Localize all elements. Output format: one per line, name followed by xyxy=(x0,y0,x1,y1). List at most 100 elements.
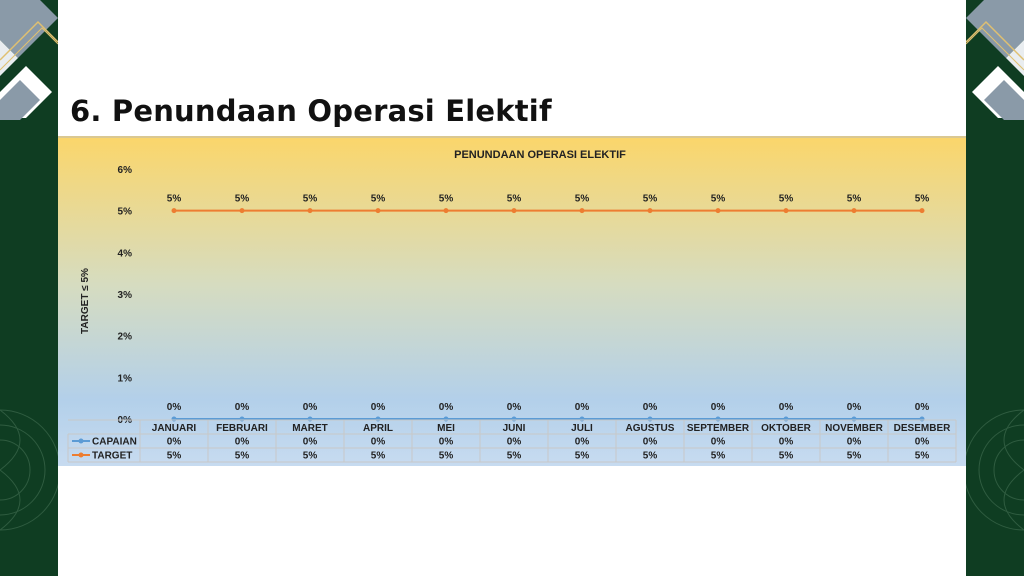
table-cell: 0% xyxy=(643,437,658,448)
line-chart: PENUNDAAN OPERASI ELEKTIF TARGET ≤ 5% 0%… xyxy=(58,136,966,466)
x-category-label: NOVEMBER xyxy=(825,423,884,434)
table-cell: 0% xyxy=(779,437,794,448)
chart-background xyxy=(58,136,966,466)
table-cell: 0% xyxy=(915,437,930,448)
legend-label: TARGET xyxy=(92,451,132,462)
x-category-label: JUNI xyxy=(503,423,526,434)
data-label: 0% xyxy=(439,402,454,413)
x-category-label: SEPTEMBER xyxy=(687,423,750,434)
table-cell: 0% xyxy=(439,437,454,448)
chart-area: PENUNDAAN OPERASI ELEKTIF TARGET ≤ 5% 0%… xyxy=(58,136,966,466)
table-cell: 5% xyxy=(711,451,726,462)
data-label: 5% xyxy=(643,194,658,205)
table-cell: 5% xyxy=(167,451,182,462)
data-label: 5% xyxy=(779,194,794,205)
y-tick-label: 2% xyxy=(118,332,133,343)
left-decorative-panel xyxy=(0,0,58,576)
table-cell: 0% xyxy=(235,437,250,448)
y-tick-label: 6% xyxy=(118,165,133,176)
x-category-label: JANUARI xyxy=(152,423,197,434)
data-label: 5% xyxy=(167,194,182,205)
legend-label: CAPAIAN xyxy=(92,437,137,448)
data-label: 5% xyxy=(439,194,454,205)
data-point xyxy=(511,416,517,422)
data-point xyxy=(307,208,313,214)
x-category-label: MEI xyxy=(437,423,455,434)
data-point xyxy=(511,208,517,214)
data-label: 0% xyxy=(303,402,318,413)
data-point xyxy=(171,208,177,214)
left-ornament-icon xyxy=(0,0,58,531)
data-label: 5% xyxy=(235,194,250,205)
y-tick-label: 1% xyxy=(118,373,133,384)
table-cell: 5% xyxy=(371,451,386,462)
data-point xyxy=(647,208,653,214)
x-category-label: AGUSTUS xyxy=(626,423,675,434)
data-label: 0% xyxy=(847,402,862,413)
right-ornament-icon xyxy=(966,0,1024,531)
data-point xyxy=(375,416,381,422)
x-category-label: JULI xyxy=(571,423,593,434)
data-point xyxy=(239,416,245,422)
table-cell: 5% xyxy=(643,451,658,462)
data-point xyxy=(443,208,449,214)
slide-title: 6. Penundaan Operasi Elektif xyxy=(70,94,552,128)
data-point xyxy=(579,208,585,214)
table-cell: 0% xyxy=(847,437,862,448)
table-cell: 0% xyxy=(711,437,726,448)
table-cell: 5% xyxy=(915,451,930,462)
data-point xyxy=(783,416,789,422)
data-point xyxy=(919,208,925,214)
chart-title: PENUNDAAN OPERASI ELEKTIF xyxy=(454,149,626,161)
data-point xyxy=(307,416,313,422)
table-cell: 0% xyxy=(575,437,590,448)
data-label: 0% xyxy=(507,402,522,413)
data-point xyxy=(919,416,925,422)
table-cell: 5% xyxy=(847,451,862,462)
data-label: 5% xyxy=(915,194,930,205)
data-label: 0% xyxy=(643,402,658,413)
table-cell: 0% xyxy=(303,437,318,448)
table-cell: 0% xyxy=(167,437,182,448)
data-label: 0% xyxy=(711,402,726,413)
data-label: 0% xyxy=(575,402,590,413)
data-label: 5% xyxy=(711,194,726,205)
data-label: 5% xyxy=(303,194,318,205)
data-label: 5% xyxy=(507,194,522,205)
data-point xyxy=(579,416,585,422)
y-tick-label: 3% xyxy=(118,290,133,301)
x-category-label: OKTOBER xyxy=(761,423,812,434)
table-cell: 5% xyxy=(507,451,522,462)
data-point xyxy=(443,416,449,422)
table-cell: 5% xyxy=(303,451,318,462)
data-label: 0% xyxy=(915,402,930,413)
x-category-label: DESEMBER xyxy=(894,423,951,434)
x-category-label: FEBRUARI xyxy=(216,423,268,434)
y-tick-label: 5% xyxy=(118,207,133,218)
table-cell: 5% xyxy=(779,451,794,462)
data-point xyxy=(715,208,721,214)
legend-key-marker xyxy=(78,438,84,444)
x-category-label: APRIL xyxy=(363,423,393,434)
x-category-label: MARET xyxy=(292,423,328,434)
data-label: 0% xyxy=(167,402,182,413)
legend-key-marker xyxy=(78,452,84,458)
data-point xyxy=(851,416,857,422)
data-label: 0% xyxy=(371,402,386,413)
data-label: 5% xyxy=(371,194,386,205)
table-cell: 5% xyxy=(439,451,454,462)
data-point xyxy=(375,208,381,214)
data-label: 0% xyxy=(235,402,250,413)
data-point xyxy=(171,416,177,422)
data-point xyxy=(715,416,721,422)
table-cell: 0% xyxy=(507,437,522,448)
data-label: 5% xyxy=(847,194,862,205)
data-label: 5% xyxy=(575,194,590,205)
y-tick-label: 4% xyxy=(118,248,133,259)
right-decorative-panel xyxy=(966,0,1024,576)
y-axis-label: TARGET ≤ 5% xyxy=(80,268,91,334)
data-label: 0% xyxy=(779,402,794,413)
data-point xyxy=(647,416,653,422)
table-cell: 5% xyxy=(235,451,250,462)
table-cell: 5% xyxy=(575,451,590,462)
